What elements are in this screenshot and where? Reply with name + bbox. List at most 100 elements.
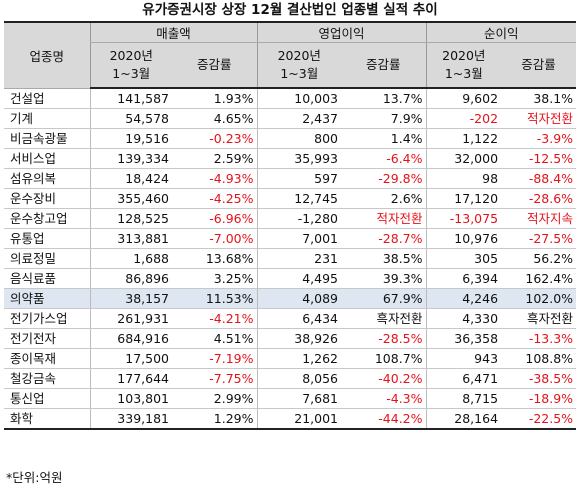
value-cell: -1,280 [256, 208, 342, 229]
table-row: 섬유의복 18,424 -4.93% 597 -29.8% 98 -88.4% [4, 168, 577, 189]
value-cell: -7.00% [172, 228, 258, 249]
value-cell: 18,424 [89, 168, 172, 189]
value-cell: -3.9% [501, 128, 577, 149]
value-cell: -4.21% [172, 308, 258, 329]
column-header-sector: 업종명 [4, 21, 90, 89]
value-cell: 10,003 [256, 88, 342, 109]
value-cell: -28.7% [341, 228, 427, 249]
sector-cell: 서비스업 [4, 148, 90, 169]
sector-cell: 통신업 [4, 388, 90, 409]
sector-cell: 기계 [4, 108, 90, 129]
value-cell: 2.59% [172, 148, 258, 169]
table-row: 종이목재 17,500 -7.19% 1,262 108.7% 943 108.8% [4, 348, 577, 369]
value-cell: 1.93% [172, 88, 258, 109]
value-cell: 13.7% [341, 88, 427, 109]
table-row: 의약품 38,157 11.53% 4,089 67.9% 4,246 102.0% [4, 288, 577, 309]
sector-cell: 섬유의복 [4, 168, 90, 189]
value-cell: 102.0% [501, 288, 577, 309]
column-header-change: 증감률 [341, 42, 427, 89]
value-cell: 흑자전환 [501, 308, 577, 329]
value-cell: 32,000 [425, 148, 502, 169]
value-cell: 139,334 [89, 148, 172, 169]
value-cell: 108.8% [501, 348, 577, 369]
table-row: 비금속광물 19,516 -0.23% 800 1.4% 1,122 -3.9% [4, 128, 577, 149]
value-cell: 54,578 [89, 108, 172, 129]
value-cell: 8,056 [256, 368, 342, 389]
value-cell: 2.6% [341, 188, 427, 209]
value-cell: 4,246 [425, 288, 502, 309]
value-cell: -13.3% [501, 328, 577, 349]
value-cell: -18.9% [501, 388, 577, 409]
sector-cell: 의약품 [4, 288, 90, 309]
sector-cell: 운수창고업 [4, 208, 90, 229]
value-cell: 4,089 [256, 288, 342, 309]
value-cell: -28.6% [501, 188, 577, 209]
sector-cell: 의료정밀 [4, 248, 90, 269]
value-cell: -12.5% [501, 148, 577, 169]
value-cell: 355,460 [89, 188, 172, 209]
sector-cell: 화학 [4, 408, 90, 430]
value-cell: 800 [256, 128, 342, 149]
table-row: 운수창고업 128,525 -6.96% -1,280 적자전환 -13,075 적자지속 [4, 208, 577, 229]
value-cell: 4,330 [425, 308, 502, 329]
value-cell: 9,602 [425, 88, 502, 109]
value-cell: 128,525 [89, 208, 172, 229]
table-row: 유통업 313,881 -7.00% 7,001 -28.7% 10,976 -27.5% [4, 228, 577, 249]
value-cell: 적자전환 [341, 208, 427, 229]
value-cell: 103,801 [89, 388, 172, 409]
value-cell: -4.3% [341, 388, 427, 409]
value-cell: 4,495 [256, 268, 342, 289]
value-cell: 177,644 [89, 368, 172, 389]
value-cell: 6,394 [425, 268, 502, 289]
value-cell: 35,993 [256, 148, 342, 169]
value-cell: 17,120 [425, 188, 502, 209]
value-cell: 98 [425, 168, 502, 189]
value-cell: 7.9% [341, 108, 427, 129]
value-cell: 141,587 [89, 88, 172, 109]
value-cell: 38.1% [501, 88, 577, 109]
value-cell: 162.4% [501, 268, 577, 289]
value-cell: 684,916 [89, 328, 172, 349]
value-cell: 1.4% [341, 128, 427, 149]
value-cell: 597 [256, 168, 342, 189]
value-cell: -22.5% [501, 408, 577, 430]
table-row: 전기전자 684,916 4.51% 38,926 -28.5% 36,358 -13.3% [4, 328, 577, 349]
value-cell: 39.3% [341, 268, 427, 289]
value-cell: -13,075 [425, 208, 502, 229]
column-header-change: 증감률 [172, 42, 258, 89]
value-cell: -38.5% [501, 368, 577, 389]
value-cell: 21,001 [256, 408, 342, 430]
group-header-operating-profit: 영업이익 [256, 21, 427, 43]
sector-cell: 운수장비 [4, 188, 90, 209]
value-cell: 10,976 [425, 228, 502, 249]
value-cell: 38.5% [341, 248, 427, 269]
table-title: 유가증권시장 상장 12월 결산법인 업종별 실적 추이 [142, 2, 438, 18]
column-header-period: 2020년 1~3월 [425, 42, 502, 89]
value-cell: 313,881 [89, 228, 172, 249]
column-header-change: 증감률 [501, 42, 577, 89]
value-cell: 86,896 [89, 268, 172, 289]
value-cell: 56.2% [501, 248, 577, 269]
unit-note: *단위:억원 [6, 470, 63, 485]
value-cell: -7.19% [172, 348, 258, 369]
table-row: 운수장비 355,460 -4.25% 12,745 2.6% 17,120 -28.6% [4, 188, 577, 209]
sector-cell: 철강금속 [4, 368, 90, 389]
sector-cell: 전기가스업 [4, 308, 90, 329]
group-header-revenue: 매출액 [89, 21, 258, 43]
table-row: 통신업 103,801 2.99% 7,681 -4.3% 8,715 -18.9% [4, 388, 577, 409]
value-cell: 943 [425, 348, 502, 369]
value-cell: 6,434 [256, 308, 342, 329]
table-row: 의료정밀 1,688 13.68% 231 38.5% 305 56.2% [4, 248, 577, 269]
value-cell: 28,164 [425, 408, 502, 430]
value-cell: -6.96% [172, 208, 258, 229]
value-cell: 305 [425, 248, 502, 269]
value-cell: 12,745 [256, 188, 342, 209]
value-cell: 1.29% [172, 408, 258, 430]
value-cell: -7.75% [172, 368, 258, 389]
sector-cell: 비금속광물 [4, 128, 90, 149]
column-header-period: 2020년 1~3월 [89, 42, 172, 89]
sector-cell: 종이목재 [4, 348, 90, 369]
value-cell: 2,437 [256, 108, 342, 129]
value-cell: -27.5% [501, 228, 577, 249]
value-cell: 13.68% [172, 248, 258, 269]
